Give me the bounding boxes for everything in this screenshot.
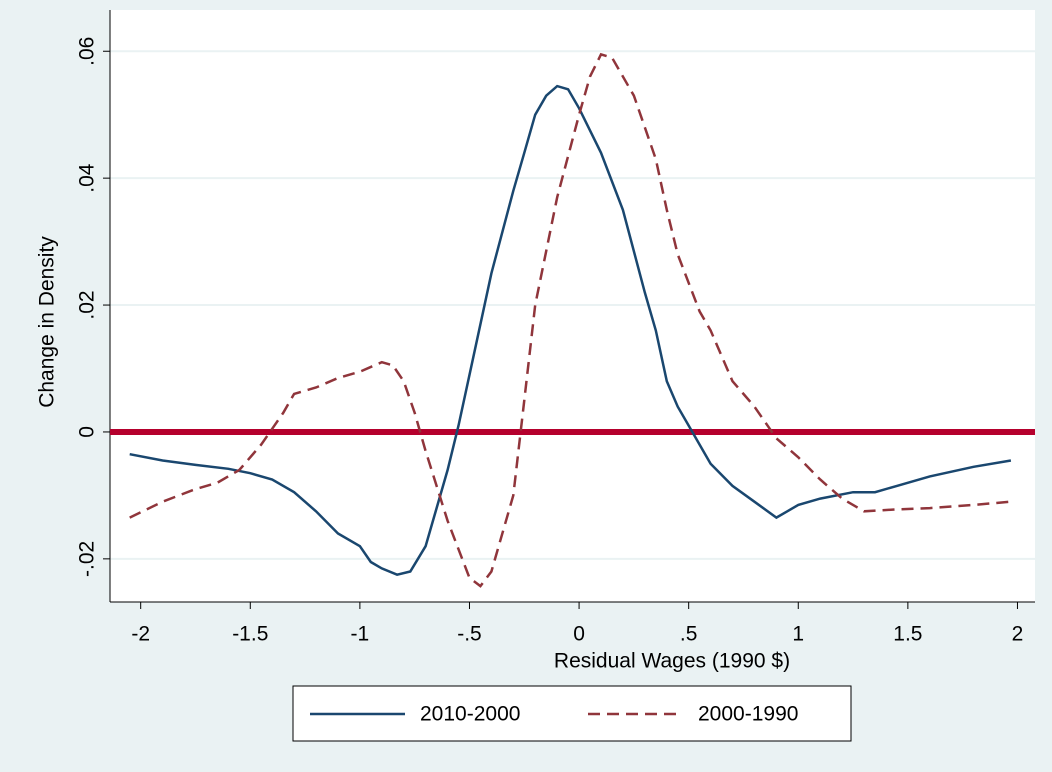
x-tick-label: 0 (573, 623, 585, 646)
x-tick-label: -1 (351, 623, 370, 646)
y-tick-label: -.02 (76, 541, 99, 577)
legend-label: 2000-1990 (698, 703, 798, 726)
line-series (129, 52, 1012, 588)
y-tick-label: 0 (76, 426, 99, 438)
legend-label: 2010-2000 (420, 703, 520, 726)
x-axis-label: Residual Wages (1990 $) (554, 650, 790, 673)
x-tick-label: -.5 (457, 623, 482, 646)
line-series (129, 84, 1012, 577)
x-tick-label: -1.5 (232, 623, 268, 646)
x-tick-label: 1.5 (893, 623, 922, 646)
y-tick-label: .06 (76, 37, 99, 66)
x-tick-label: 1 (792, 623, 804, 646)
x-tick-label: .5 (680, 623, 698, 646)
x-tick-label: 2 (1012, 623, 1024, 646)
y-tick-label: .04 (76, 163, 99, 193)
y-tick-label: .02 (76, 290, 99, 319)
x-tick-label: -2 (131, 623, 150, 646)
y-axis-label: Change in Density (36, 236, 59, 408)
